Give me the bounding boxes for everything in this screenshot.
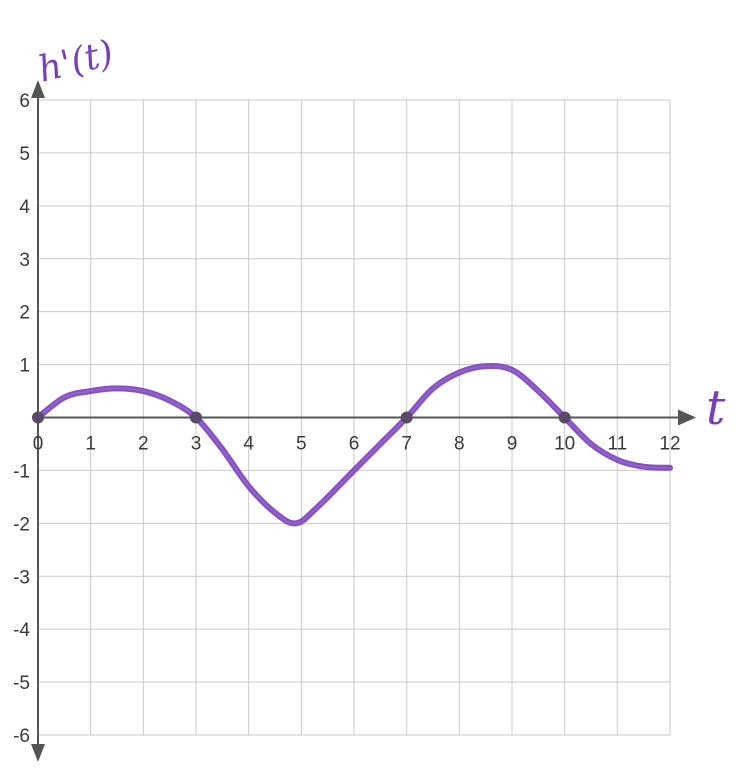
x-tick-label: 5 [296,434,307,455]
x-tick-label: 6 [349,434,360,455]
y-axis-arrow-up [31,80,45,98]
x-tick-label: 2 [138,434,149,455]
y-tick-label: -6 [13,726,30,747]
x-tick-label: 9 [507,434,518,455]
x-tick-label: 11 [607,434,627,455]
zero-point-marker [558,411,571,424]
y-tick-label: 4 [19,197,30,218]
x-tick-label: 12 [659,434,680,455]
y-tick-label: -5 [13,673,30,694]
zero-point-marker [400,411,413,424]
axes [31,80,696,762]
y-tick-label: 1 [19,356,30,377]
x-axis-label: t [706,380,726,436]
zero-point-marker [32,411,44,424]
y-tick-label: 5 [19,144,30,165]
y-tick-label: 6 [19,91,30,112]
zero-point-marker [190,411,202,424]
y-tick-labels: 6 5 4 3 2 1 -1 -2 -3 -4 -5 -6 [13,91,30,747]
x-tick-label: 10 [554,434,575,455]
y-axis-arrow-down [31,744,45,762]
zero-markers [32,411,571,424]
x-tick-label: 0 [33,434,44,455]
y-tick-label: 3 [19,250,30,271]
x-tick-label: 3 [191,434,202,455]
y-tick-label: -4 [13,620,30,641]
y-tick-label: -1 [13,461,30,482]
x-tick-label: 7 [401,434,412,455]
y-axis-label: h'(t) [34,33,117,91]
y-tick-label: 2 [19,303,30,324]
x-tick-labels: 0 1 2 3 4 5 6 7 8 9 10 11 12 [33,434,681,455]
y-tick-label: -2 [13,514,30,535]
x-tick-label: 4 [243,434,254,455]
x-tick-label: 8 [454,434,465,455]
y-tick-label: -3 [13,567,30,588]
x-tick-label: 1 [85,434,96,455]
x-axis-arrow [678,409,696,426]
